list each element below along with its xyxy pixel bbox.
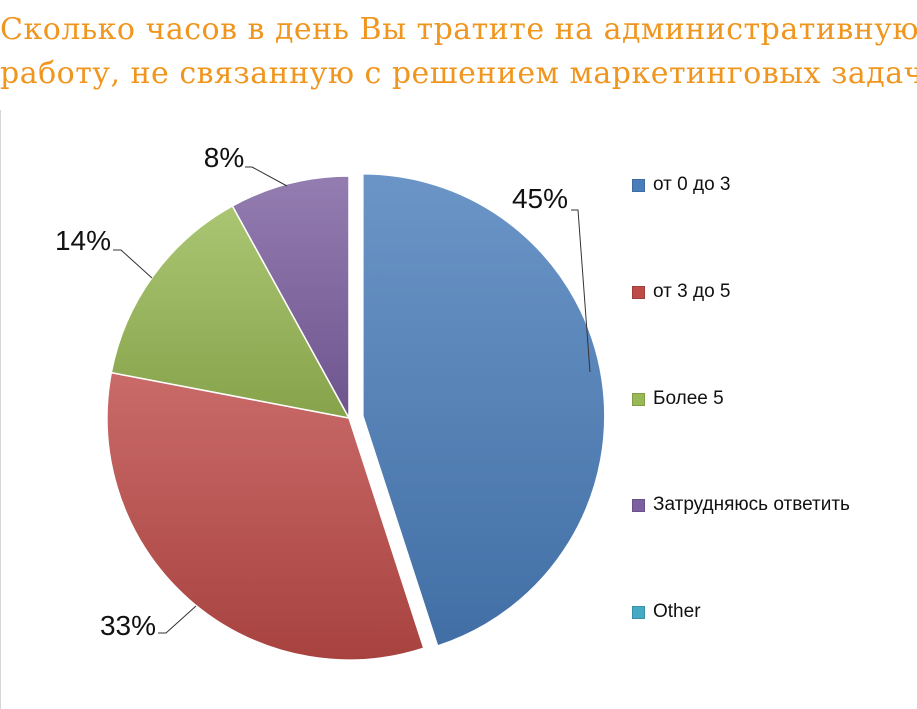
legend-item-other: Other [632, 597, 701, 627]
leader-line-от-0-до-3 [571, 209, 591, 373]
leader-line-более-5 [113, 249, 153, 279]
legend-swatch [632, 285, 645, 299]
pie-slice-от-0-до-3 [362, 173, 606, 647]
legend-label: от 0 до 3 [653, 174, 731, 195]
legend-item-от-0-до-3: от 0 до 3 [632, 170, 730, 200]
legend-label: от 3 до 5 [653, 281, 731, 302]
data-label-затрудняюсь-ответить: 8% [204, 142, 244, 173]
chart-area [0, 110, 917, 709]
legend-label: Other [653, 601, 701, 622]
legend-item-затрудняюсь-ответить: Затрудняюсь ответить [632, 490, 850, 520]
leader-line-затрудняюсь-ответить [245, 166, 288, 187]
leader-line-от-3-до-5 [158, 605, 197, 634]
pie-slice-от-3-до-5 [106, 371, 425, 661]
legend-swatch [632, 498, 645, 512]
legend-swatch [632, 605, 645, 619]
pie-slice-затрудняюсь-ответить [231, 175, 350, 419]
legend-label: Затрудняюсь ответить [653, 494, 850, 515]
legend-swatch [632, 392, 645, 406]
data-label-от-3-до-5: 33% [100, 610, 156, 641]
data-label-более-5: 14% [55, 225, 111, 256]
data-label-от-0-до-3: 45% [512, 183, 568, 214]
legend-item-более-5: Более 5 [632, 384, 724, 414]
chart-title-line-1: Сколько часов в день Вы тратите на админ… [0, 12, 917, 47]
chart-title-line-2: работу, не связанную с решением маркетин… [0, 56, 917, 91]
legend-label: Более 5 [653, 388, 724, 409]
pie-slice-более-5 [110, 204, 351, 420]
chart-title: Сколько часов в день Вы тратите на админ… [0, 8, 917, 96]
legend-swatch [632, 178, 645, 192]
legend-item-от-3-до-5: от 3 до 5 [632, 277, 730, 307]
